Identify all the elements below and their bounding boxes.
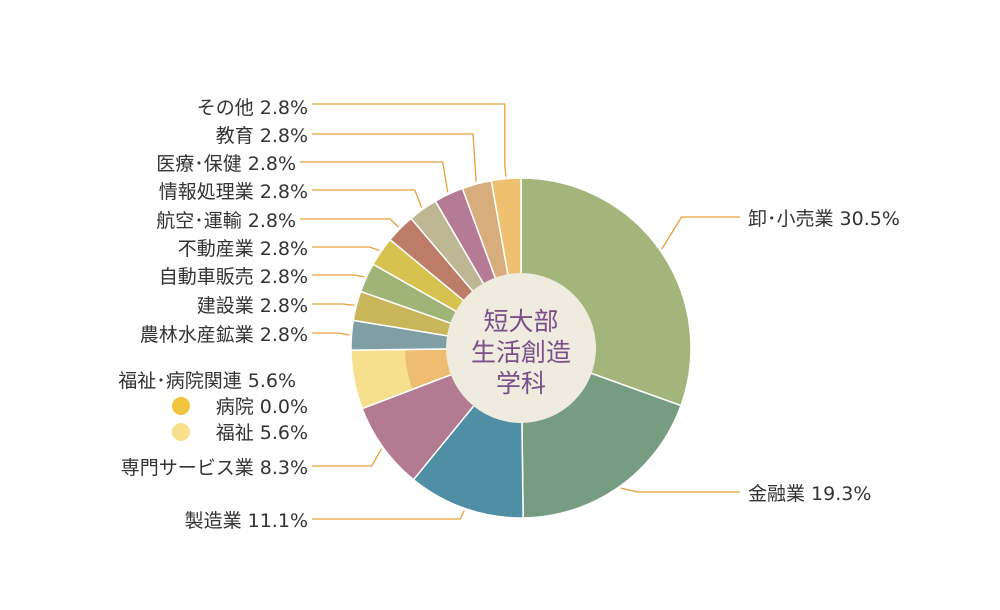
label-manufacturing: 製造業 11.1%: [185, 510, 308, 532]
leader-line-construction: [312, 303, 355, 306]
label-transport: 航空･運輸 2.8%: [156, 210, 296, 232]
label-finance: 金融業 19.3%: [748, 483, 871, 505]
leader-line-wholesale: [661, 216, 740, 250]
label-welfare: 福祉 5.6%: [216, 422, 308, 444]
leader-lines-group: [300, 103, 740, 520]
center-label-line-3: 学科: [496, 369, 546, 398]
leader-line-education: [312, 133, 477, 182]
leader-line-other: [312, 103, 507, 177]
leader-line-agri: [312, 332, 350, 336]
leader-line-finance: [620, 487, 740, 493]
leader-line-professional: [312, 448, 383, 467]
legend-marker-hospital: [172, 397, 190, 415]
label-wholesale: 卸･小売業 30.5%: [748, 208, 900, 230]
center-label-line-2: 生活創造: [471, 338, 571, 367]
label-professional: 専門サービス業 8.3%: [121, 457, 308, 479]
center-disc: [446, 273, 596, 423]
label-auto: 自動車販売 2.8%: [159, 266, 308, 288]
label-medical: 医療･保健 2.8%: [156, 153, 296, 175]
legend-marker-welfare: [172, 423, 190, 441]
leader-line-it: [312, 189, 423, 208]
leader-line-transport: [300, 218, 400, 228]
label-it: 情報処理業 2.8%: [159, 181, 308, 203]
leader-line-auto: [312, 274, 365, 278]
label-other: その他 2.8%: [197, 97, 308, 119]
center-label-line-1: 短大部: [483, 307, 558, 336]
leader-line-medical: [300, 161, 449, 193]
label-construction: 建設業 2.8%: [197, 295, 308, 317]
label-education: 教育 2.8%: [216, 125, 308, 147]
label-realestate: 不動産業 2.8%: [178, 238, 308, 260]
label-hospital: 病院 0.0%: [216, 396, 308, 418]
leader-line-realestate: [312, 246, 380, 252]
leader-line-manufacturing: [312, 510, 465, 520]
label-agri: 農林水産鉱業 2.8%: [140, 324, 308, 346]
label-welfare-hospital: 福祉･病院関連 5.6%: [118, 370, 296, 392]
